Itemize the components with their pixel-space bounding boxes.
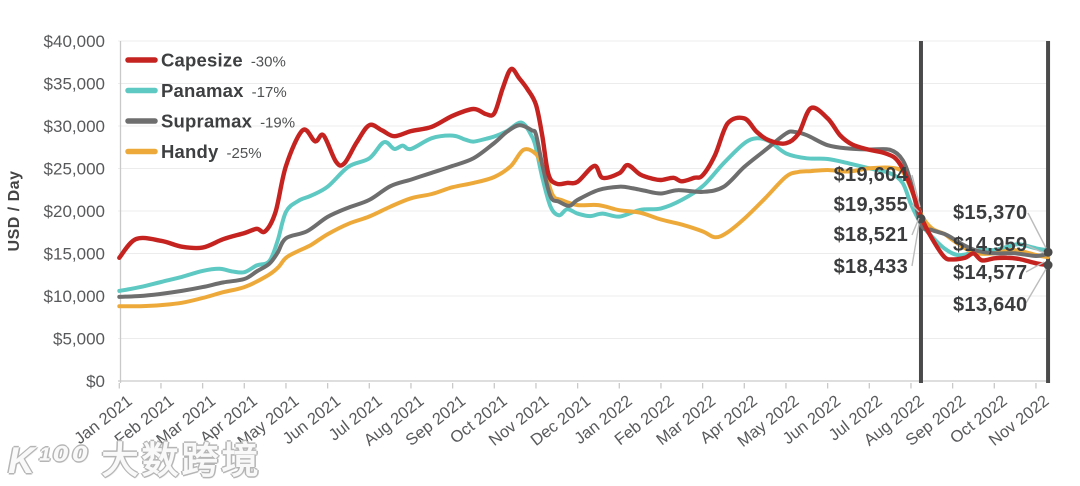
- annotation-value-label: $13,640: [953, 294, 1027, 316]
- y-tick-label: $15,000: [44, 245, 105, 264]
- legend-item-panamax: Panamax -17%: [161, 80, 287, 101]
- annotation-leader-line: [911, 217, 920, 236]
- y-tick-label: $25,000: [44, 160, 105, 179]
- annotation-value-label: $14,577: [953, 262, 1027, 284]
- legend-item-handy: Handy -25%: [161, 141, 262, 162]
- annotation-leader-line: [1025, 244, 1045, 254]
- series-handy-line: [117, 147, 1051, 309]
- y-tick-label: $0: [86, 372, 105, 391]
- y-tick-label: $35,000: [44, 75, 105, 94]
- data-point-marker: [1043, 260, 1053, 270]
- annotation-value-label: $15,370: [953, 202, 1027, 224]
- series-capesize-line: [117, 66, 1051, 268]
- y-tick-label: $10,000: [44, 287, 105, 306]
- annotation-leader-line: [1027, 212, 1047, 249]
- annotation-leader-line: [1025, 261, 1045, 273]
- y-tick-label: $5,000: [53, 330, 105, 349]
- y-axis-title: USD / Day: [6, 171, 23, 252]
- watermark-logo: K¹⁰⁰: [8, 440, 92, 481]
- watermark-text: 大数跨境: [101, 440, 262, 481]
- y-tick-label: $30,000: [44, 117, 105, 136]
- y-tick-label: $40,000: [44, 32, 105, 51]
- annotation-value-label: $19,604: [834, 164, 909, 186]
- data-point-marker: [916, 214, 926, 224]
- annotation-value-label: $18,433: [834, 256, 908, 278]
- annotation-value-label: $18,521: [834, 224, 908, 246]
- annotation-leader-line: [1025, 268, 1047, 304]
- annotation-value-label: $19,355: [834, 194, 908, 216]
- legend-item-capesize: Capesize -30%: [161, 50, 286, 71]
- annotation-value-label: $14,959: [953, 234, 1027, 256]
- legend-item-supramax: Supramax -19%: [161, 111, 295, 132]
- data-point-marker: [1043, 247, 1053, 257]
- annotation-leader-line: [911, 174, 921, 208]
- watermark: K¹⁰⁰ 大数跨境: [8, 430, 261, 484]
- annotation-leader-line: [911, 223, 920, 267]
- annotation-leader-line: [911, 204, 920, 213]
- y-tick-label: $20,000: [44, 202, 105, 221]
- series-panamax-line: [117, 120, 1051, 293]
